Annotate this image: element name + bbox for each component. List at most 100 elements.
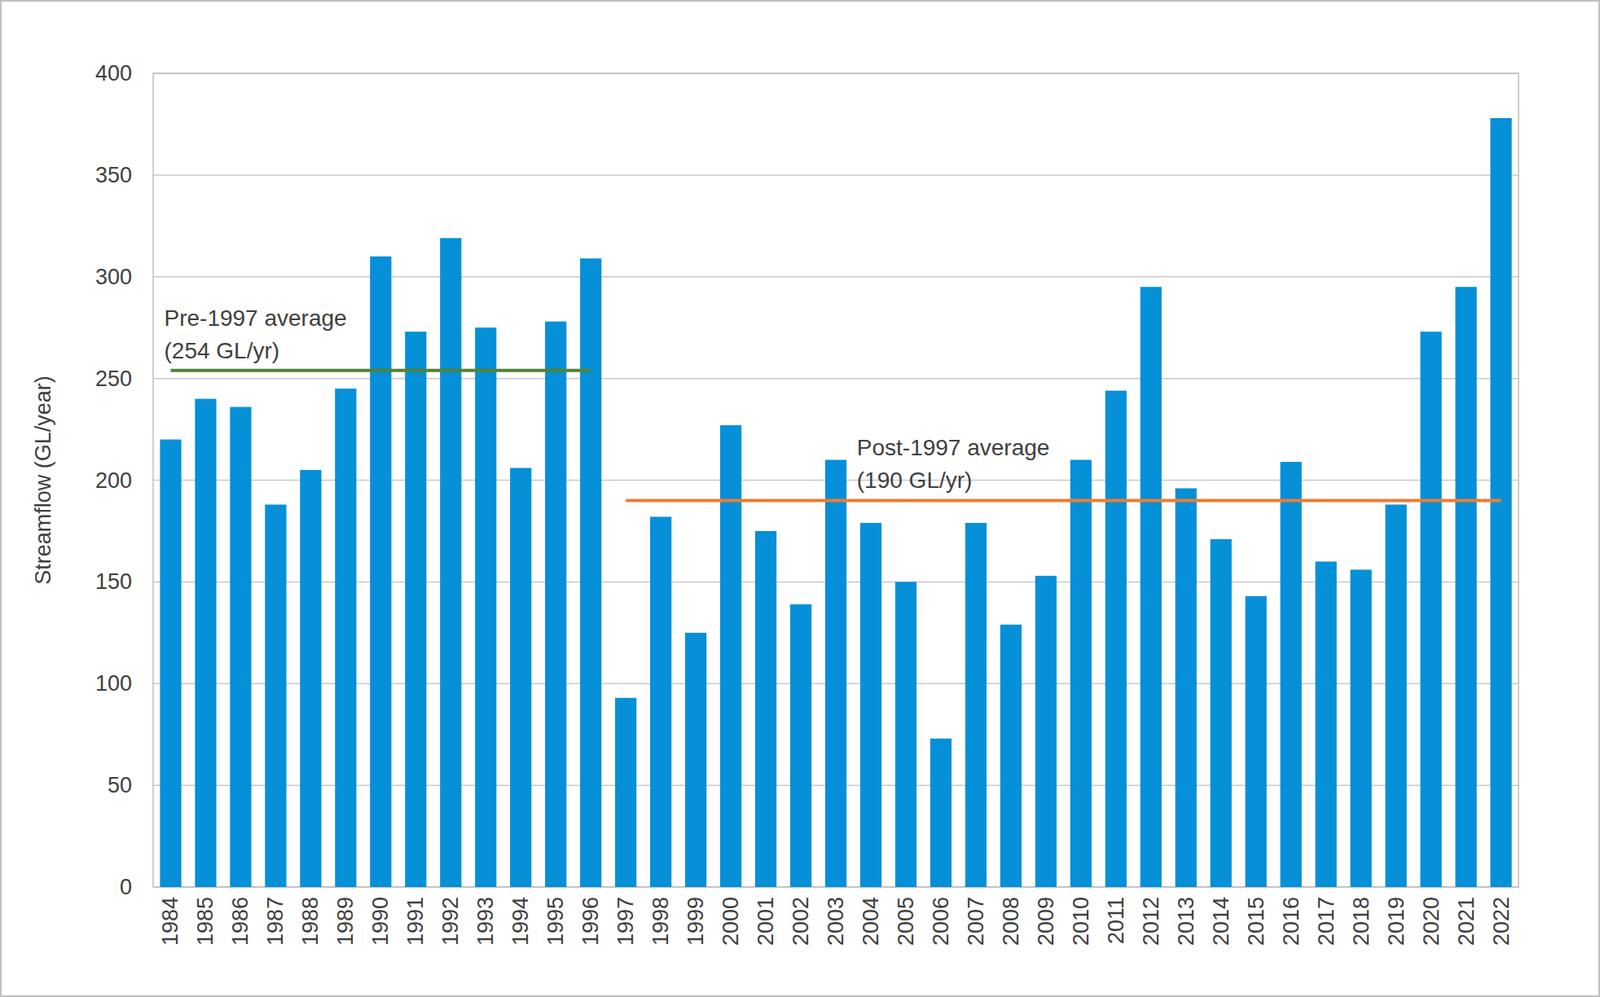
bar — [1280, 461, 1302, 888]
grid-line — [153, 276, 1519, 278]
y-axis-title: Streamflow (GL/year) — [30, 375, 56, 585]
y-tick-label: 200 — [95, 468, 132, 493]
bar — [1490, 118, 1512, 888]
bar — [580, 258, 602, 888]
bar — [229, 407, 251, 888]
bar — [439, 237, 462, 888]
bar — [1210, 539, 1232, 888]
x-tick-label: 1987 — [263, 896, 288, 946]
x-tick-label: 2010 — [1068, 896, 1094, 946]
bar — [790, 604, 812, 888]
x-tick-label: 2022 — [1489, 896, 1514, 946]
x-tick-label: 2021 — [1454, 896, 1479, 946]
x-tick-label: 2005 — [893, 896, 919, 946]
chart: 0 50 100 150 200 250 300 350 400 1984 1985 1986 1987… — [0, 0, 1600, 997]
bar — [895, 581, 917, 888]
x-tick-label: 2008 — [998, 896, 1024, 946]
x-tick-label: 2002 — [788, 896, 814, 946]
bar — [1384, 504, 1407, 888]
bar — [509, 468, 532, 888]
plot-area — [159, 118, 1512, 888]
x-tick-label: 2017 — [1314, 896, 1339, 946]
x-tick-label: 1986 — [228, 896, 253, 946]
x-tick-label: 1993 — [473, 896, 498, 946]
x-tick-label: 1995 — [543, 896, 568, 946]
x-tick-label: 2014 — [1208, 896, 1234, 946]
x-tick-label: 1988 — [298, 896, 323, 946]
x-tick-label: 1996 — [578, 896, 603, 946]
bar — [720, 425, 742, 888]
bar — [474, 327, 497, 888]
bar — [299, 470, 321, 888]
x-tick-label: 2001 — [753, 896, 779, 946]
bar — [545, 321, 567, 888]
bar — [1070, 460, 1092, 888]
x-tick-label: 2016 — [1279, 896, 1304, 946]
x-tick-label: 1999 — [683, 896, 708, 946]
bar — [1105, 391, 1127, 888]
bar — [860, 523, 882, 888]
y-tick-label: 50 — [107, 773, 132, 798]
bar — [1035, 575, 1057, 888]
x-tick-label: 2020 — [1419, 896, 1444, 946]
x-tick-label: 2000 — [718, 896, 743, 946]
y-tick-label: 300 — [95, 264, 132, 290]
annotation-text: Post-1997 average — [857, 435, 1051, 461]
bar — [159, 439, 181, 888]
x-tick-label: 2012 — [1138, 896, 1164, 946]
x-tick-label: 1991 — [403, 896, 428, 946]
bar — [1350, 569, 1372, 888]
bar — [334, 388, 357, 888]
outer-border — [0, 0, 1600, 997]
x-tick-label: 1990 — [368, 896, 393, 946]
grid-line — [153, 174, 1519, 176]
y-tick-label: 400 — [95, 61, 132, 86]
x-tick-label: 2013 — [1173, 896, 1199, 946]
annotation-value: (254 GL/yr) — [163, 338, 280, 364]
bar — [1454, 286, 1477, 888]
x-tick-label: 2011 — [1103, 896, 1129, 945]
x-tick-label: 2018 — [1349, 896, 1374, 946]
y-tick-label: 0 — [119, 874, 132, 900]
bar — [369, 256, 392, 888]
bar — [825, 460, 847, 888]
x-tick-label: 1984 — [158, 896, 183, 946]
bar — [965, 523, 987, 888]
y-tick-label: 350 — [95, 162, 132, 188]
x-tick-label: 2007 — [963, 896, 989, 946]
x-tick-label: 1998 — [648, 896, 673, 946]
bar — [264, 504, 286, 888]
annotation-text: Pre-1997 average — [163, 305, 347, 331]
y-tick-label: 150 — [95, 569, 132, 594]
x-tick-label: 1989 — [333, 896, 358, 946]
x-tick-label: 2019 — [1384, 896, 1409, 946]
plot-frame — [153, 73, 1519, 888]
x-tick-label: 2004 — [858, 896, 884, 946]
x-tick-label: 2003 — [823, 896, 849, 946]
bar — [650, 516, 672, 888]
bar — [1000, 624, 1022, 888]
x-tick-label: 1994 — [508, 896, 533, 946]
average-line — [170, 369, 591, 373]
bar — [1245, 596, 1267, 888]
y-tick-label: 250 — [95, 366, 132, 392]
bar — [685, 632, 707, 888]
bar — [194, 399, 216, 888]
bar — [755, 531, 777, 888]
grid-line — [153, 378, 1519, 380]
bar — [1315, 561, 1337, 888]
bar — [930, 738, 952, 888]
x-tick-label: 2009 — [1033, 896, 1059, 946]
y-tick-label: 100 — [95, 671, 132, 696]
x-tick-label: 1985 — [193, 896, 218, 946]
annotation-value: (190 GL/yr) — [857, 467, 973, 493]
bar — [1419, 331, 1442, 888]
bar — [615, 698, 637, 888]
bar — [404, 331, 427, 888]
average-line — [625, 498, 1501, 502]
x-tick-label: 2006 — [928, 896, 954, 946]
x-tick-label: 1997 — [613, 896, 638, 946]
x-tick-label: 2015 — [1243, 896, 1269, 946]
x-tick-label: 1992 — [438, 896, 463, 946]
bar — [1140, 286, 1162, 888]
